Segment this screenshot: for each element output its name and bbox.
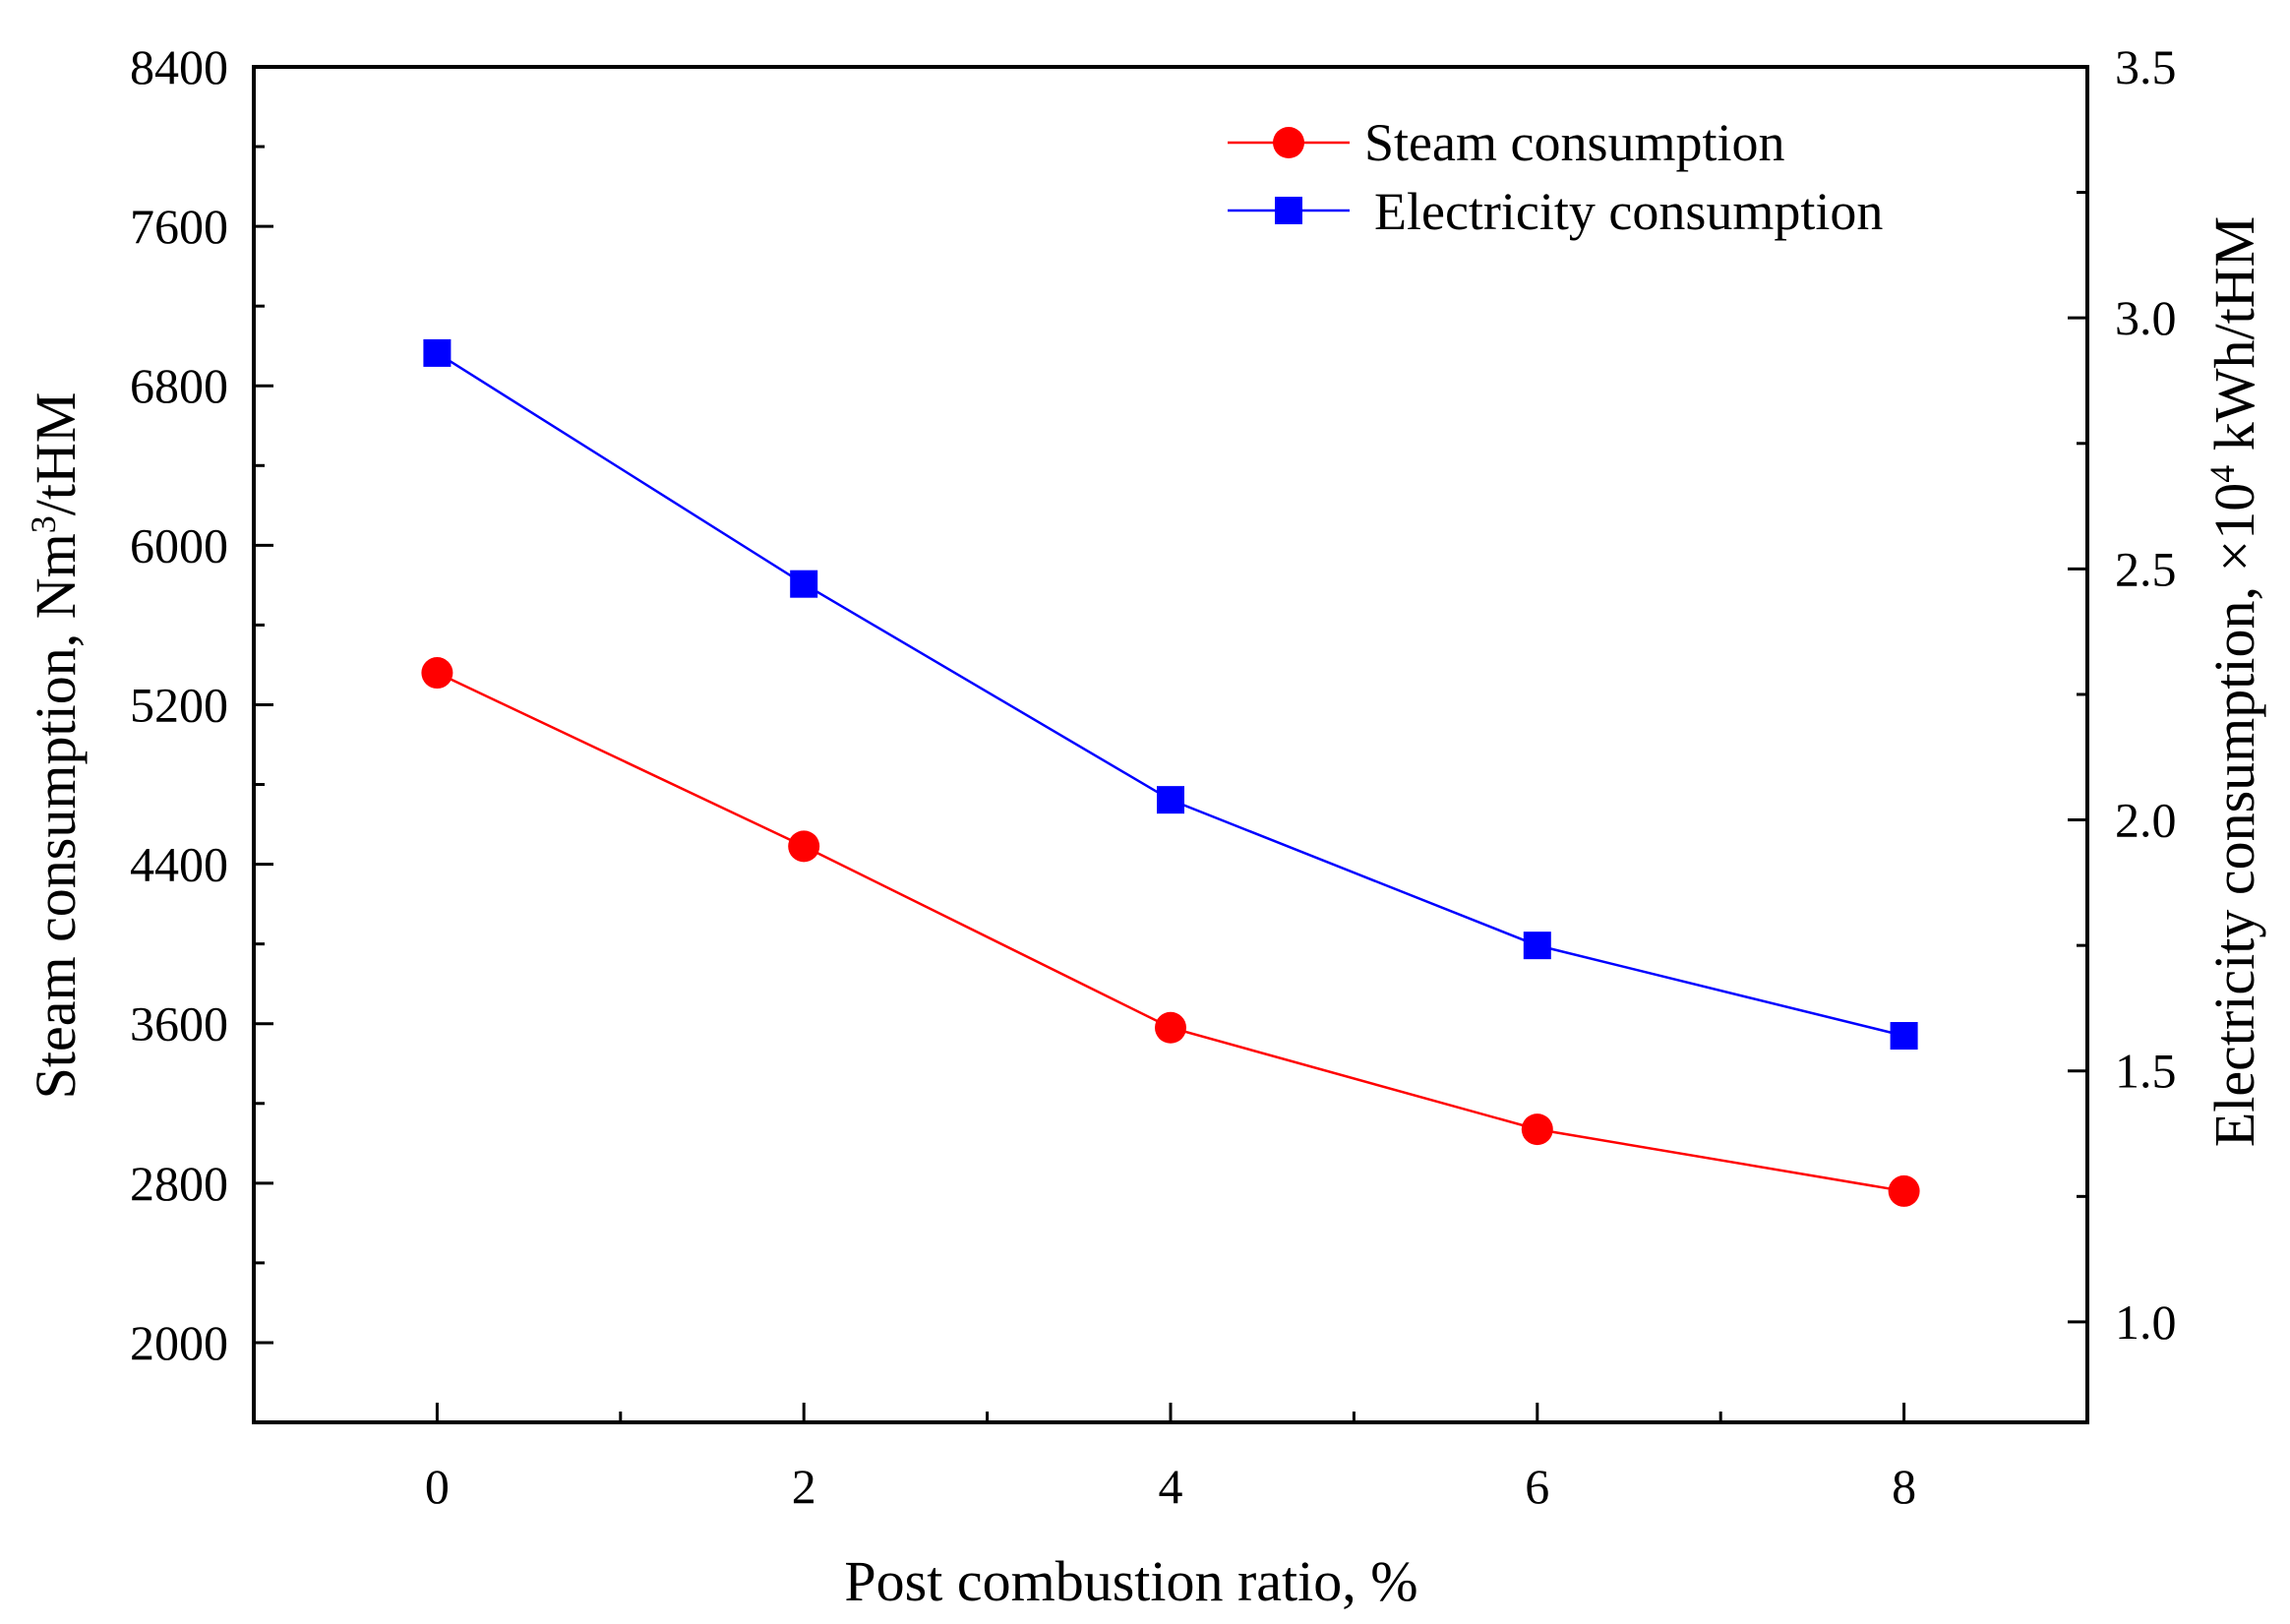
plot-area-border xyxy=(252,65,2089,1424)
legend-steam-label: Steam consumption xyxy=(1364,113,1784,172)
x-tick-label: 6 xyxy=(1525,1459,1549,1514)
y2-tick-label: 3.0 xyxy=(2115,290,2177,345)
y-tick-label: 2000 xyxy=(130,1315,228,1370)
y-tick-label: 5200 xyxy=(130,677,228,732)
y-axis-title-suffix: /tHM xyxy=(24,392,88,516)
legend-electricity-label: Electricity consumption xyxy=(1374,182,1883,241)
y-tick-label: 4400 xyxy=(130,837,228,892)
legend-electricity-marker xyxy=(1275,197,1302,224)
legend-steam-marker xyxy=(1273,127,1304,158)
x-tick-label: 0 xyxy=(425,1459,450,1514)
x-tick-label: 8 xyxy=(1892,1459,1916,1514)
y2-axis-title-suffix: kWh/tHM xyxy=(2202,216,2266,465)
legend: Steam consumption Electricity consumptio… xyxy=(1228,113,1883,241)
y2-tick-label: 2.5 xyxy=(2115,541,2177,596)
series-line xyxy=(436,351,1904,1038)
y2-tick-label: 1.0 xyxy=(2115,1294,2177,1350)
series-steam xyxy=(421,657,1920,1207)
y-tick-label: 6000 xyxy=(130,517,228,572)
y2-axis-title-superscript: 4 xyxy=(2202,465,2242,483)
x-tick-label: 2 xyxy=(792,1459,816,1514)
y-axis-left: 2000 2800 3600 4400 5200 6000 6800 7600 8400 xyxy=(130,39,273,1370)
data-point xyxy=(423,338,452,367)
y-axis-title-prefix: Steam consumption, Nm xyxy=(24,533,88,1099)
y2-tick-label: 2.0 xyxy=(2115,793,2177,848)
data-point xyxy=(1155,1011,1186,1044)
data-point xyxy=(1521,1113,1553,1146)
data-point xyxy=(421,657,453,690)
data-point xyxy=(1888,1174,1920,1207)
plot-frame xyxy=(252,65,2089,1424)
x-tick-label: 4 xyxy=(1159,1459,1183,1514)
y-tick-label: 7600 xyxy=(130,199,228,254)
y2-axis-title-prefix: Electricity consumption, ×10 xyxy=(2202,483,2266,1147)
data-point xyxy=(1890,1022,1918,1051)
data-point xyxy=(1523,932,1551,960)
series-electricity xyxy=(423,338,1918,1051)
x-axis: 0 2 4 6 8 xyxy=(425,1403,1916,1514)
y-axis-title: Steam consumption, Nm3/tHM xyxy=(24,392,88,1100)
series-layer xyxy=(421,338,1920,1207)
y2-tick-label: 3.5 xyxy=(2115,39,2177,94)
x-axis-title: Post combustion ratio, % xyxy=(844,1549,1417,1613)
y-tick-label: 3600 xyxy=(130,996,228,1052)
y-tick-label: 6800 xyxy=(130,358,228,413)
data-point xyxy=(790,570,818,598)
data-point xyxy=(788,830,820,863)
y-tick-label: 8400 xyxy=(130,39,228,94)
data-point xyxy=(1157,786,1184,814)
y-axis-right: 1.0 1.5 2.0 2.5 3.0 3.5 xyxy=(2068,39,2177,1350)
y2-tick-label: 1.5 xyxy=(2115,1044,2177,1099)
series-line xyxy=(436,671,1904,1193)
y2-axis-title: Electricity consumption, ×104 kWh/tHM xyxy=(2202,216,2266,1147)
y-axis-title-superscript: 3 xyxy=(24,515,63,533)
y-tick-label: 2800 xyxy=(130,1156,228,1211)
